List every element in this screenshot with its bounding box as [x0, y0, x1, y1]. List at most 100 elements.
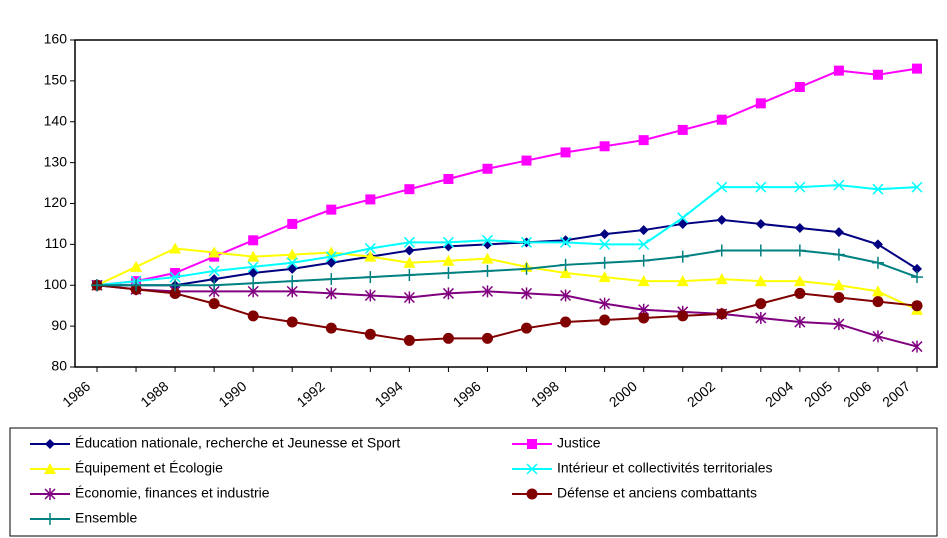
- marker: [527, 439, 537, 449]
- y-tick-label: 100: [44, 276, 68, 292]
- legend-label: Équipement et Écologie: [75, 460, 223, 476]
- marker: [794, 316, 806, 329]
- marker: [677, 212, 689, 224]
- marker: [325, 273, 338, 286]
- x-tick-label: 1990: [215, 378, 249, 410]
- marker: [833, 179, 845, 191]
- marker-stroke: [403, 236, 415, 248]
- marker: [91, 279, 103, 292]
- marker: [481, 332, 493, 344]
- x-tick-label: 1986: [59, 378, 93, 410]
- legend-label: Économie, finances et industrie: [75, 485, 270, 501]
- marker: [481, 252, 494, 264]
- x-tick-label: 2004: [762, 378, 796, 410]
- marker: [325, 322, 337, 334]
- legend-label: Défense et anciens combattants: [557, 485, 757, 501]
- marker: [559, 258, 572, 271]
- marker: [715, 273, 728, 285]
- legend-box: [9, 427, 938, 537]
- marker: [832, 248, 845, 261]
- marker-stroke: [833, 179, 845, 191]
- marker: [247, 261, 259, 273]
- marker: [833, 227, 844, 238]
- marker: [364, 242, 376, 254]
- x-tick-label: 1988: [137, 378, 171, 410]
- legend-label: Justice: [557, 435, 601, 451]
- series-line: [96, 67, 918, 287]
- marker: [872, 239, 883, 250]
- marker-stroke: [481, 234, 494, 246]
- marker: [676, 275, 689, 287]
- marker-stroke: [364, 242, 376, 254]
- marker: [911, 300, 923, 312]
- series-line: [97, 249, 918, 287]
- marker: [637, 254, 650, 267]
- y-tick-label: 120: [44, 194, 68, 210]
- x-tick-label: 1996: [450, 378, 484, 410]
- marker-stroke: [872, 183, 884, 195]
- x-tick-label: 1998: [528, 378, 562, 410]
- x-tick-label: 2005: [801, 378, 835, 410]
- marker: [520, 236, 533, 248]
- marker: [871, 256, 884, 269]
- marker: [560, 236, 572, 248]
- marker: [247, 250, 260, 262]
- marker: [598, 256, 611, 269]
- marker: [599, 141, 610, 152]
- marker: [911, 340, 923, 353]
- marker: [364, 328, 376, 340]
- series-line: [97, 218, 918, 287]
- x-tick-label: 2000: [606, 378, 640, 410]
- marker: [872, 69, 883, 80]
- marker: [560, 289, 572, 302]
- marker: [755, 311, 767, 324]
- marker-stroke: [247, 261, 259, 273]
- marker: [209, 274, 220, 285]
- marker: [442, 236, 454, 248]
- x-tick-label: 1994: [372, 378, 406, 410]
- marker-stroke: [716, 181, 728, 193]
- marker: [481, 234, 494, 246]
- marker: [170, 267, 181, 278]
- marker: [560, 316, 572, 328]
- marker: [716, 308, 728, 320]
- marker: [638, 225, 649, 236]
- marker: [286, 316, 298, 328]
- marker: [286, 248, 299, 260]
- marker: [365, 194, 376, 205]
- marker: [403, 334, 415, 346]
- y-tick-label: 150: [44, 72, 68, 88]
- x-tick-label: 2006: [840, 378, 874, 410]
- marker: [208, 298, 220, 310]
- marker: [248, 235, 259, 246]
- marker: [326, 257, 337, 268]
- marker: [403, 236, 415, 248]
- marker: [325, 287, 337, 300]
- marker: [912, 263, 922, 274]
- marker: [598, 271, 611, 283]
- marker: [872, 296, 884, 308]
- marker: [44, 463, 56, 474]
- marker: [677, 124, 688, 135]
- marker-stroke: [325, 251, 337, 263]
- marker: [599, 314, 611, 326]
- legend-label: Éducation nationale, recherche et Jeunes…: [75, 435, 400, 451]
- marker-stroke: [794, 181, 806, 193]
- marker: [481, 264, 494, 277]
- marker: [560, 235, 571, 246]
- marker: [442, 332, 454, 344]
- marker-stroke: [286, 257, 298, 269]
- marker-stroke: [560, 236, 572, 248]
- marker-stroke: [638, 238, 650, 250]
- marker-stroke: [442, 236, 454, 248]
- marker: [208, 265, 220, 277]
- marker: [208, 279, 221, 292]
- marker-stroke: [677, 212, 689, 224]
- marker: [247, 277, 260, 290]
- marker: [638, 312, 650, 324]
- legend-label: Intérieur et collectivités territoriales: [557, 460, 773, 476]
- marker: [715, 244, 728, 257]
- marker: [794, 181, 806, 193]
- series-line: [96, 184, 918, 287]
- marker: [169, 287, 181, 299]
